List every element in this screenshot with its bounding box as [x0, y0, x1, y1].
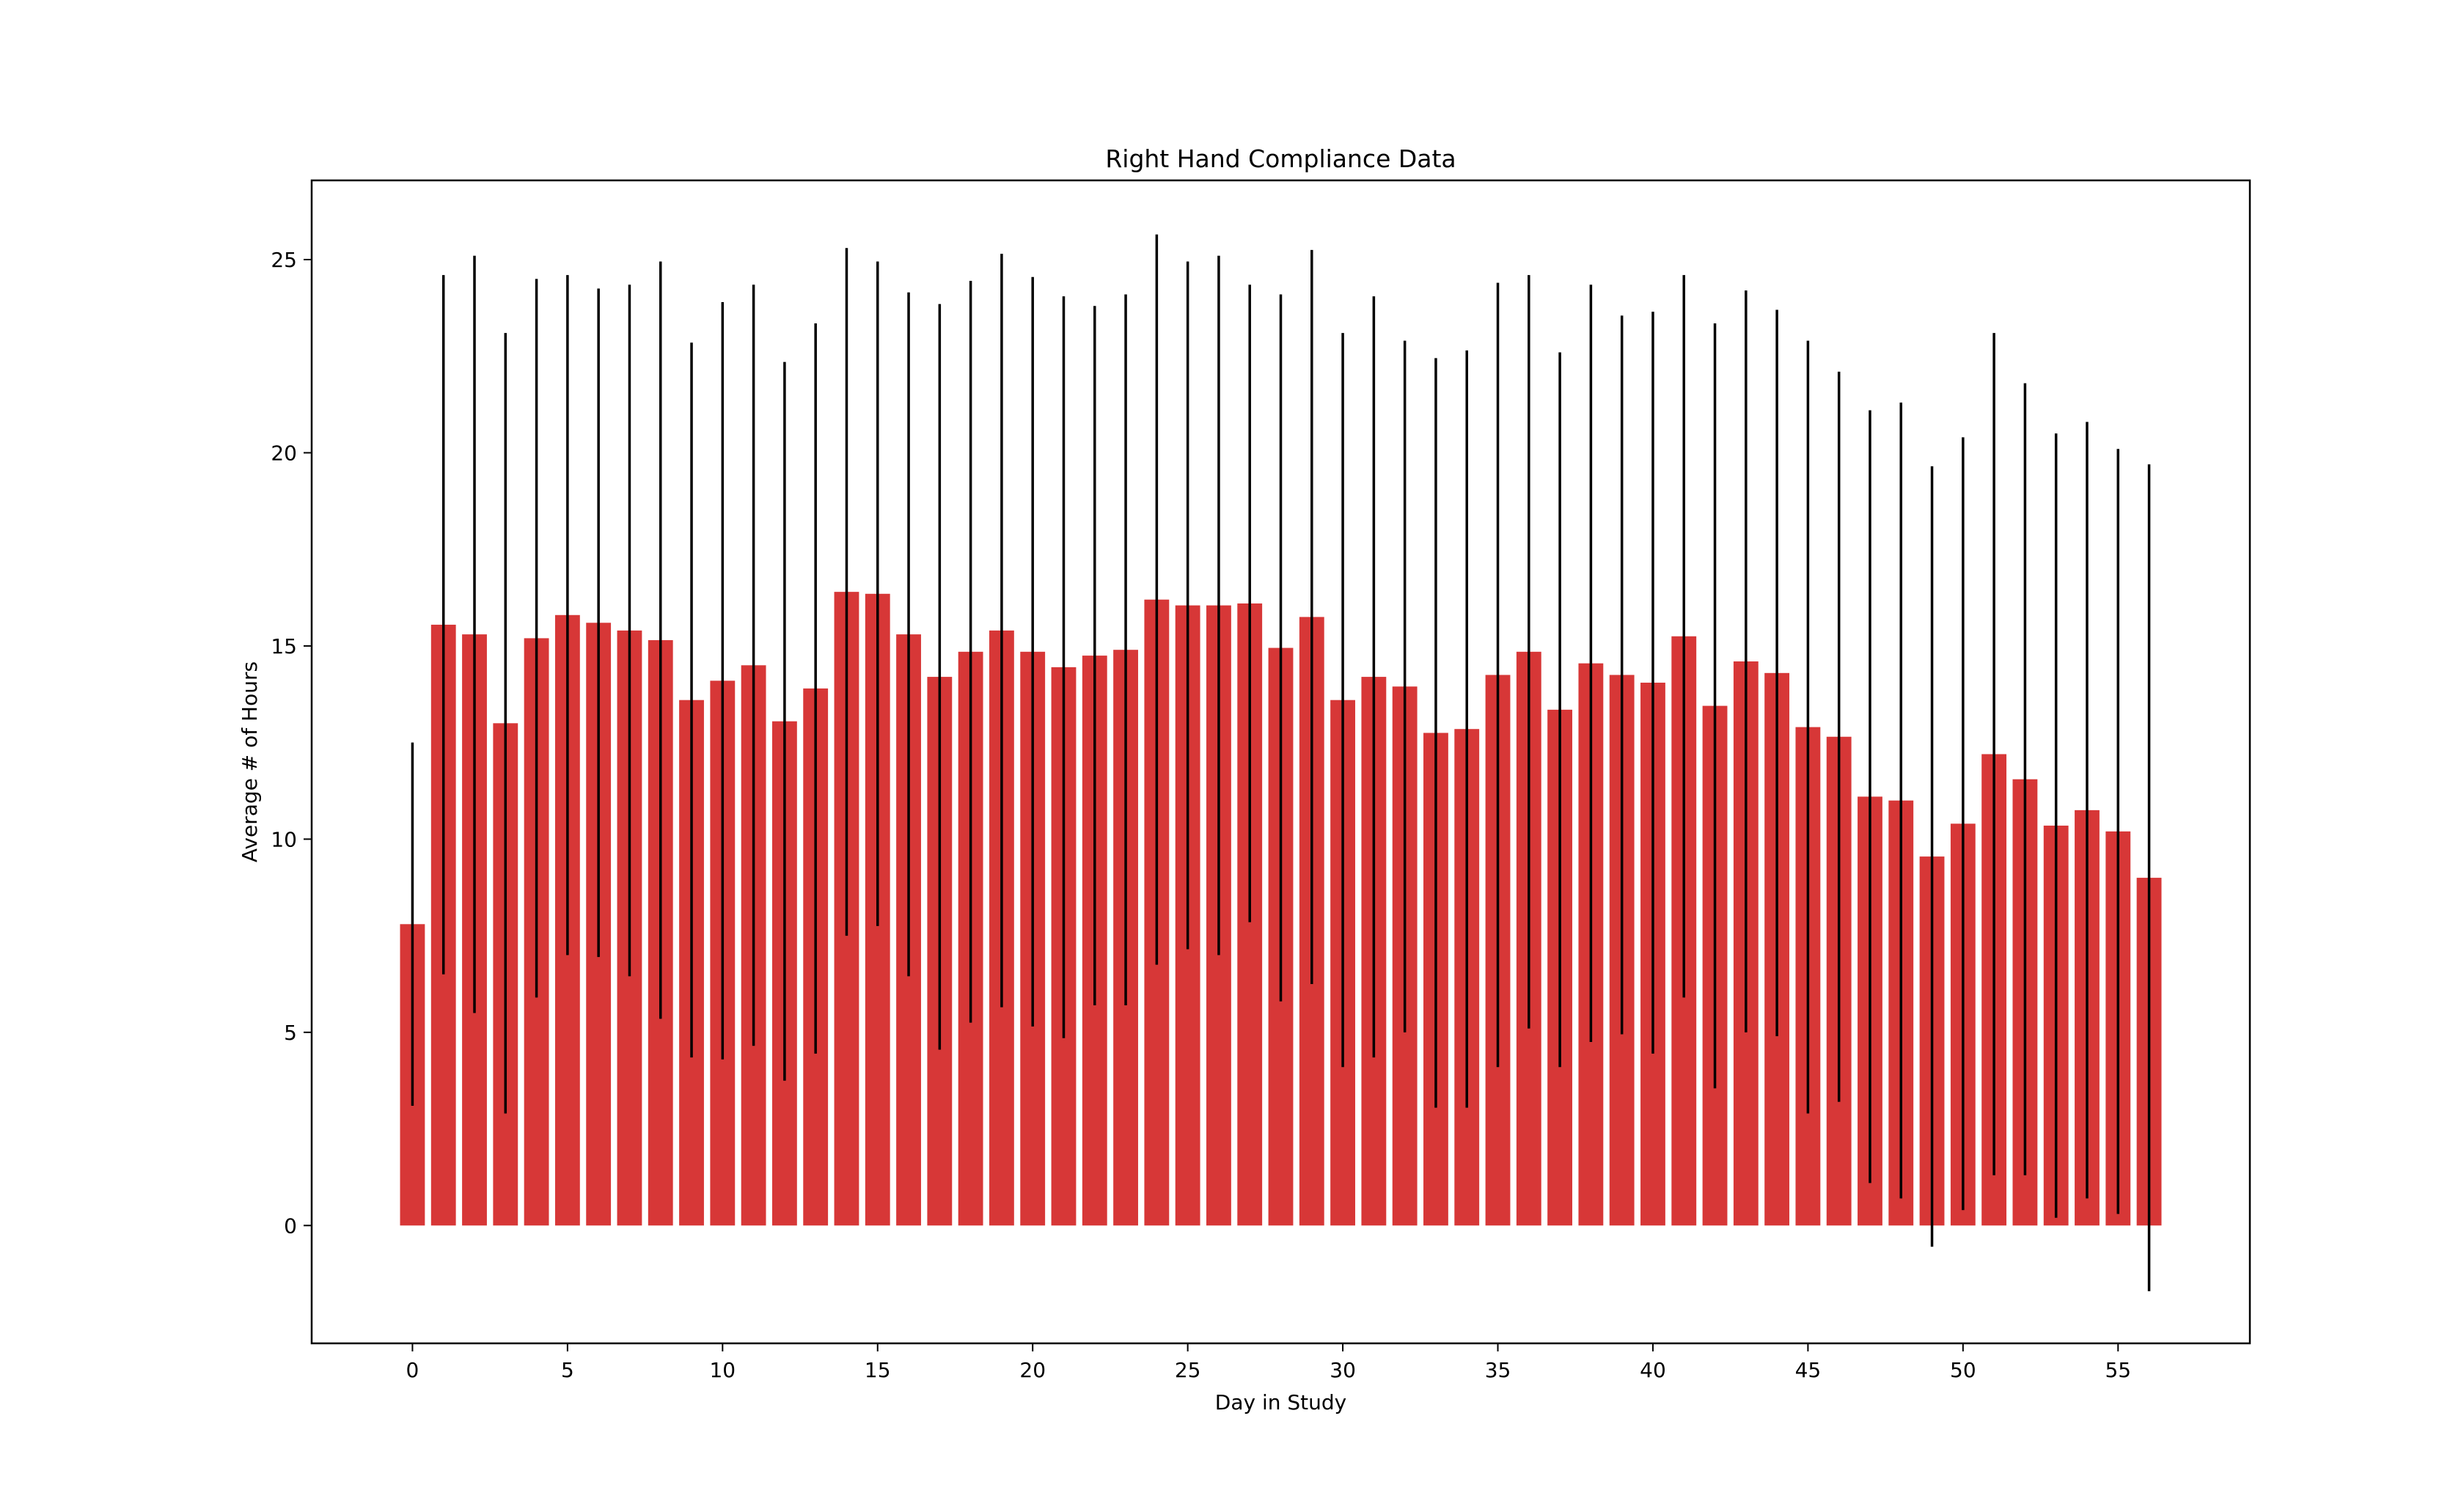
x-tick-label: 5: [561, 1358, 574, 1382]
y-axis-label: Average # of Hours: [238, 661, 262, 862]
x-tick-label: 50: [1950, 1358, 1976, 1382]
x-tick-label: 35: [1485, 1358, 1511, 1382]
x-axis-label: Day in Study: [1215, 1390, 1346, 1414]
x-axis: 0 5 10 15 20 25 30 35 40 45 50 55: [406, 1343, 2131, 1382]
y-tick-label: 20: [271, 441, 297, 465]
x-tick-label: 15: [865, 1358, 891, 1382]
y-tick-label: 15: [271, 634, 297, 658]
x-tick-label: 30: [1330, 1358, 1356, 1382]
error-bars-layer: [411, 234, 2151, 1291]
y-axis: 0 5 10 15 20 25: [271, 248, 312, 1238]
x-tick-label: 10: [709, 1358, 736, 1382]
y-tick-label: 5: [284, 1021, 297, 1045]
x-tick-label: 55: [2105, 1358, 2131, 1382]
y-tick-label: 10: [271, 827, 297, 851]
x-tick-label: 0: [406, 1358, 419, 1382]
plot-frame: [310, 179, 2251, 1345]
chart-title: Right Hand Compliance Data: [1105, 144, 1456, 173]
x-tick-label: 45: [1795, 1358, 1822, 1382]
y-tick-label: 25: [271, 248, 297, 272]
x-tick-label: 40: [1640, 1358, 1666, 1382]
y-tick-label: 0: [284, 1214, 297, 1238]
x-tick-label: 20: [1019, 1358, 1046, 1382]
x-tick-label: 25: [1175, 1358, 1201, 1382]
